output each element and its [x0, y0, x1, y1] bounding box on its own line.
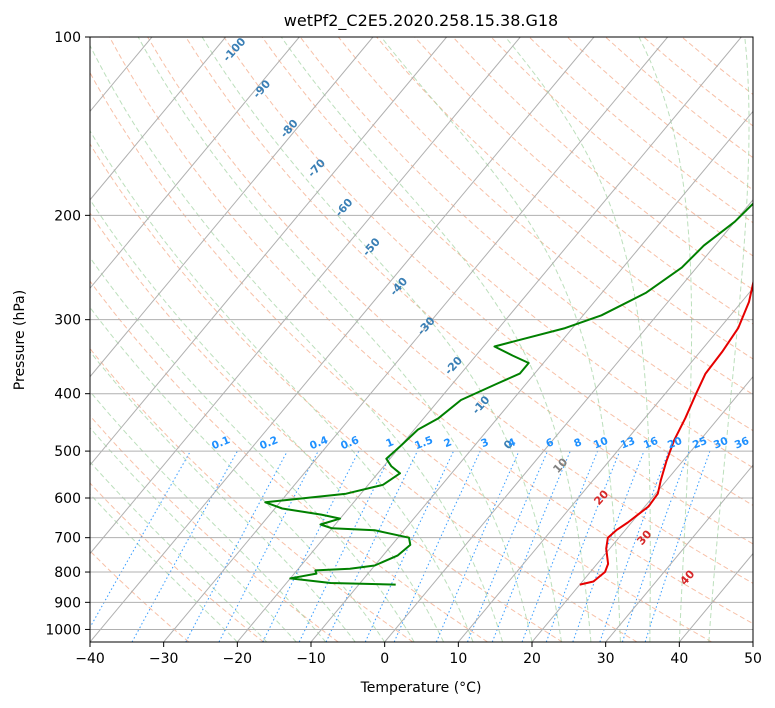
isotherm — [310, 110, 753, 642]
isotherm — [90, 37, 595, 642]
moist-adiabat — [90, 493, 238, 642]
moist-adiabat — [90, 256, 415, 642]
moist-adiabat — [708, 37, 750, 642]
mixing-ratio-label: 3 — [479, 436, 490, 450]
mixing-ratio-line — [298, 450, 394, 642]
mixing-ratio-label: 16 — [642, 435, 660, 452]
mixing-ratio-label: 8 — [572, 436, 583, 450]
plot-frame — [89, 36, 754, 643]
y-tick-label: 700 — [54, 531, 81, 547]
moist-adiabat — [505, 37, 651, 642]
x-tick-label: 50 — [744, 651, 762, 667]
mixing-ratio-line — [185, 450, 288, 642]
dry-adiabat — [90, 280, 488, 642]
y-tick-label: 400 — [54, 387, 81, 403]
isotherm — [163, 37, 669, 642]
isotherm — [384, 199, 753, 642]
mixing-ratio-label: 30 — [712, 435, 730, 452]
x-tick-label: −40 — [75, 651, 105, 667]
x-tick-label: −20 — [223, 651, 253, 667]
isotherm — [605, 464, 753, 642]
mixing-ratio-label: 1 — [384, 436, 395, 450]
isotherm — [531, 375, 753, 642]
isotherm — [457, 287, 753, 642]
y-tick-label: 500 — [54, 444, 81, 460]
mixing-ratio-label: 10 — [592, 435, 610, 452]
x-tick-label: 10 — [449, 651, 467, 667]
mixing-ratio-label: 25 — [691, 435, 709, 452]
moist-adiabat — [90, 306, 386, 642]
dry-adiabat — [338, 37, 753, 396]
x-tick-label: 0 — [380, 651, 389, 667]
dewpoint-line — [264, 202, 753, 586]
moist-adiabat — [201, 37, 562, 642]
isotherm — [90, 37, 227, 201]
moist-adiabat — [137, 37, 533, 642]
isotherm — [90, 37, 300, 290]
mixing-ratio-label: 6 — [544, 436, 555, 450]
mixing-ratio-label: 2 — [442, 436, 453, 450]
mixing-ratio-line — [599, 450, 670, 642]
dry-adiabat — [147, 37, 753, 584]
x-tick-label: −30 — [149, 651, 179, 667]
x-tick-label: 30 — [597, 651, 615, 667]
mixing-ratio-line — [572, 450, 645, 642]
mixing-ratio-line — [435, 450, 520, 642]
grid-lines — [90, 37, 753, 642]
moist-adiabat — [90, 129, 474, 642]
y-tick-label: 300 — [54, 313, 81, 329]
y-axis: 100 200 300 400 500 600 700 800 900 1000 — [45, 30, 90, 638]
mixing-ratio-line — [393, 450, 481, 642]
dry-adiabat — [90, 415, 339, 642]
y-axis-label: Pressure (hPa) — [12, 290, 28, 390]
y-tick-label: 100 — [54, 30, 81, 46]
moist-adiabat — [90, 44, 503, 642]
moist-adiabat — [90, 390, 327, 642]
mixing-ratio-label: 20 — [666, 435, 684, 452]
x-tick-label: −10 — [296, 651, 326, 667]
mixing-ratio-label: 36 — [733, 435, 751, 452]
isotherm — [90, 37, 374, 378]
moist-adiabat — [90, 461, 268, 642]
x-axis-label: Temperature (°C) — [360, 680, 482, 696]
dry-adiabat — [90, 212, 563, 642]
x-tick-label: 20 — [523, 651, 541, 667]
dry-adiabat — [90, 482, 264, 642]
y-tick-label: 800 — [54, 565, 81, 581]
dry-adiabat — [109, 37, 753, 625]
y-tick-label: 900 — [54, 595, 81, 611]
dry-adiabat — [90, 71, 712, 642]
mixing-ratio-line — [467, 450, 549, 642]
moist-adiabat — [280, 37, 592, 642]
y-tick-label: 1000 — [45, 622, 81, 638]
mixing-ratio-line — [644, 450, 711, 642]
isotherm — [236, 37, 742, 642]
mixing-ratio-line — [545, 450, 621, 642]
isotherm — [90, 37, 448, 466]
moist-adiabat — [638, 37, 693, 642]
x-tick-label: 40 — [670, 651, 688, 667]
y-tick-label: 200 — [54, 208, 81, 224]
x-axis: −40 −30 −20 −10 0 10 20 30 40 50 — [75, 642, 762, 667]
temperature-line — [579, 279, 753, 586]
moist-adiabat — [90, 198, 445, 642]
series-lines — [264, 202, 753, 586]
isotherm — [90, 37, 521, 555]
mixing-ratio-label: 4 — [506, 436, 517, 450]
mixing-ratio-line — [621, 450, 690, 642]
dry-adiabat — [261, 37, 753, 469]
y-tick-label: 600 — [54, 491, 81, 507]
moist-adiabat — [90, 350, 356, 642]
moist-adiabat — [90, 427, 297, 642]
chart-title: wetPf2_C2E5.2020.258.15.38.G18 — [284, 11, 558, 31]
dry-adiabat — [376, 37, 753, 360]
mixing-ratio-line — [521, 450, 599, 642]
mixing-ratio-label: 13 — [619, 435, 637, 452]
moist-adiabat — [380, 37, 621, 642]
dry-adiabat — [90, 143, 638, 642]
